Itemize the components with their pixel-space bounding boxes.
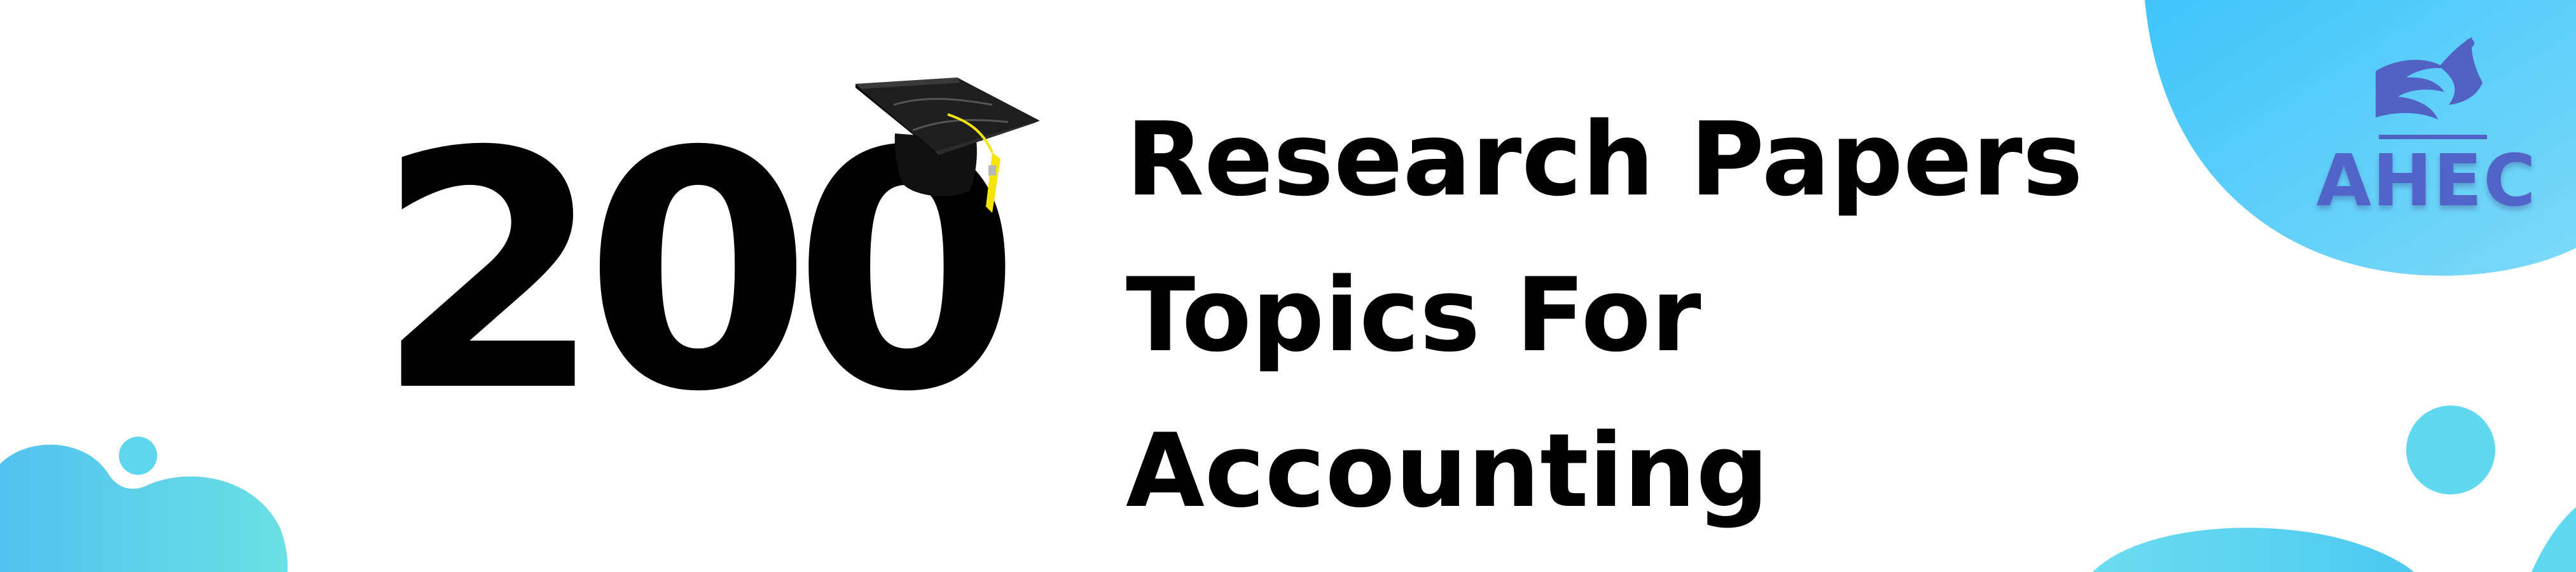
bottom-left-blob — [0, 437, 288, 572]
bottom-right-blobs — [2093, 405, 2576, 572]
headline-line-2: Topics For — [1126, 255, 1701, 374]
graduation-cap-icon — [855, 78, 1040, 213]
headline: Research Papers Topics For Accounting — [1126, 81, 2112, 548]
headline-line-3: Accounting — [1126, 411, 1769, 530]
ahec-logo[interactable]: AHEC — [2299, 32, 2554, 229]
headline-line-1: Research Papers — [1126, 100, 2083, 219]
logo-text: AHEC — [2316, 140, 2537, 222]
bird-logo-icon — [2376, 37, 2487, 139]
